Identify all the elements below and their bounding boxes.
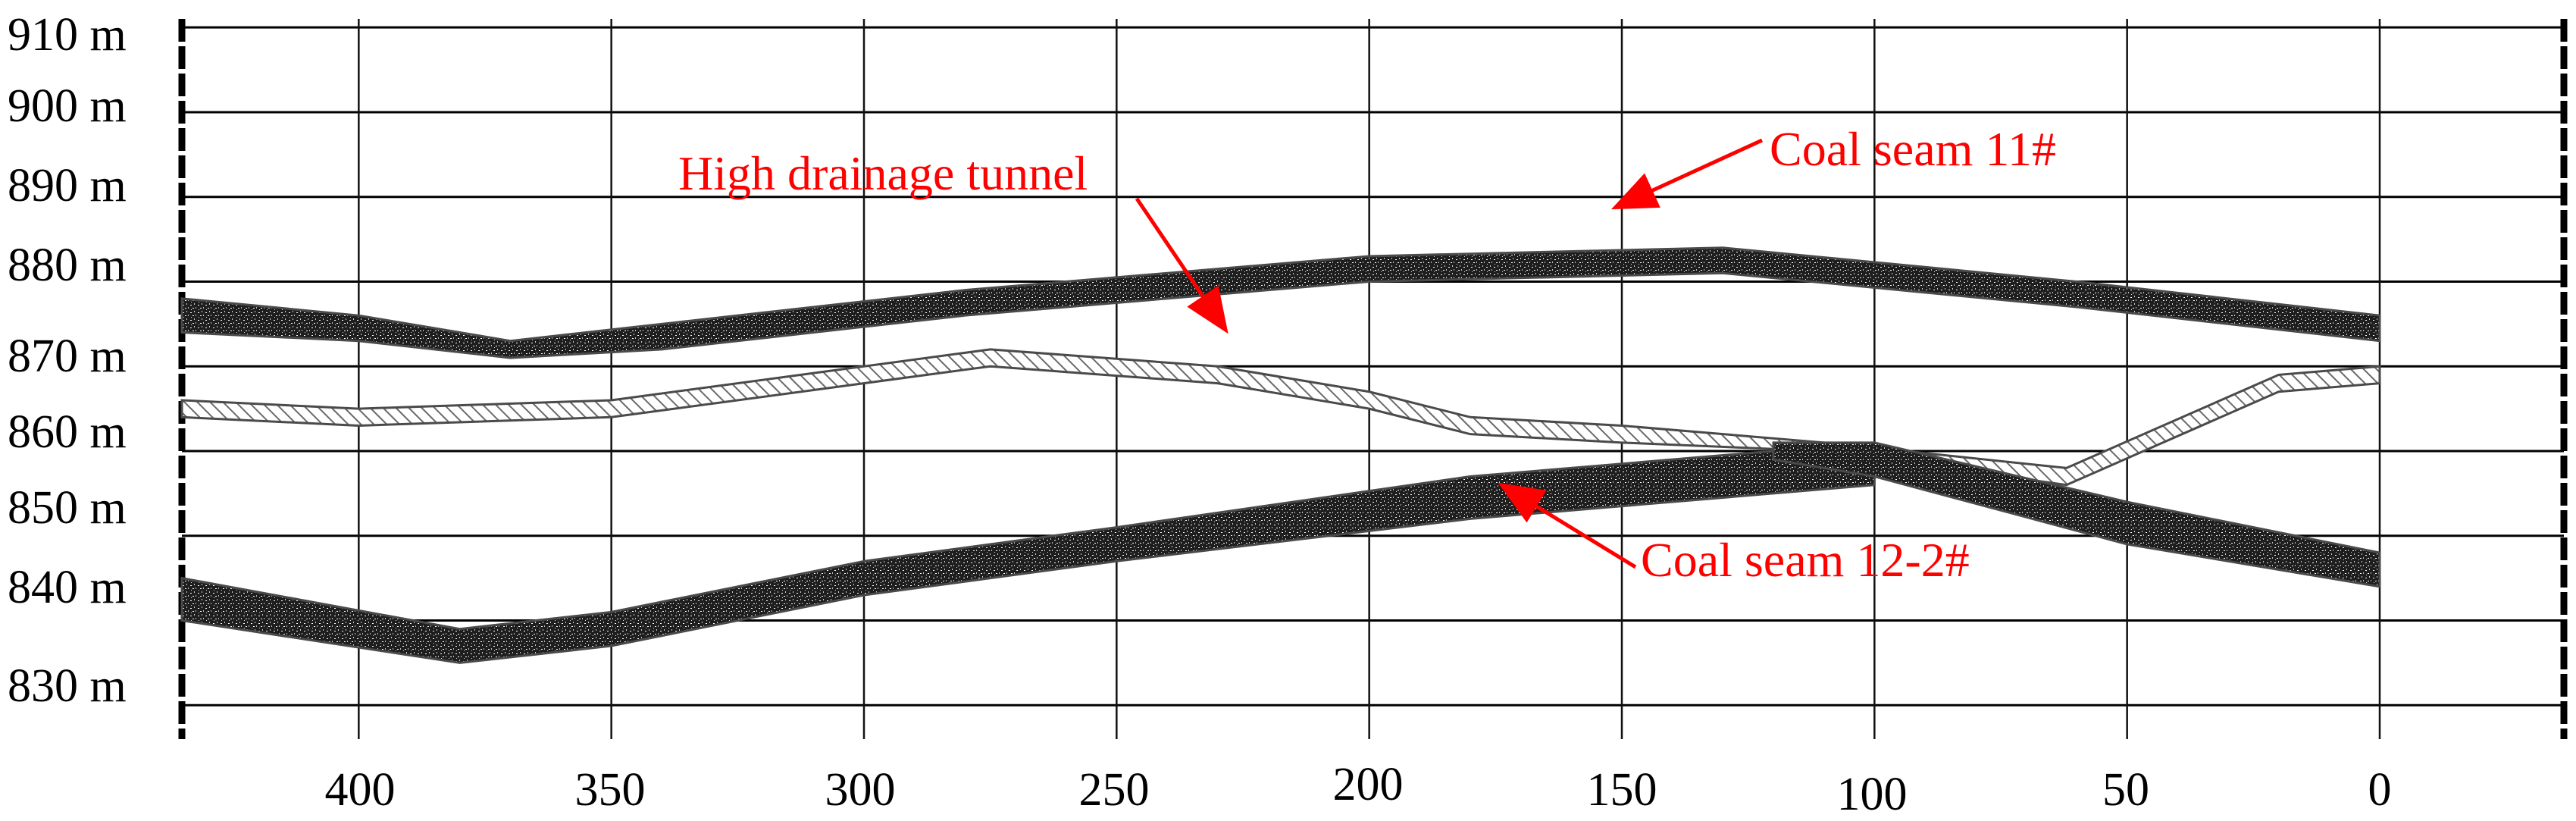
y-label: 830 m (8, 660, 127, 712)
x-label: 300 (825, 764, 896, 816)
y-label: 840 m (8, 562, 127, 613)
y-label: 860 m (8, 406, 127, 458)
x-label: 200 (1333, 759, 1404, 810)
y-label: 890 m (8, 160, 127, 212)
annotation-coal-seam-11: Coal seam 11# (1610, 122, 2056, 210)
x-label: 150 (1587, 764, 1657, 816)
coal-seam-11-band (180, 246, 2381, 359)
annotation-arrow (1135, 197, 1229, 334)
y-label: 880 m (8, 240, 127, 291)
annotation-high-drainage-tunnel: High drainage tunnel (678, 146, 1229, 334)
annotation-label: Coal seam 12-2# (1641, 533, 1970, 587)
annotation-arrow (1610, 138, 1764, 210)
x-label: 400 (325, 764, 396, 816)
annotation-label: Coal seam 11# (1770, 122, 2056, 176)
x-label: 0 (2368, 764, 2392, 816)
annotation-arrow (1498, 482, 1637, 569)
annotation-coal-seam-12-2: Coal seam 12-2# (1498, 482, 1970, 587)
high-drainage-tunnel-band (180, 348, 2381, 487)
x-label: 350 (575, 764, 646, 816)
x-label: 50 (2102, 764, 2149, 816)
y-label: 850 m (8, 482, 127, 534)
x-axis-labels: 400 350 300 250 200 150 100 50 0 (325, 759, 2392, 820)
strata-layers (180, 246, 2381, 664)
coal-seam-12-2-band (180, 441, 1876, 664)
coal-seam-12-2-band-east (1772, 441, 2381, 588)
y-label: 870 m (8, 331, 127, 382)
y-axis-labels: 910 m 900 m 890 m 880 m 870 m 860 m 850 … (8, 9, 127, 712)
annotation-label: High drainage tunnel (678, 146, 1088, 200)
x-label: 250 (1079, 764, 1150, 816)
y-label: 910 m (8, 9, 127, 61)
x-label: 100 (1837, 769, 1908, 820)
y-label: 900 m (8, 80, 127, 132)
